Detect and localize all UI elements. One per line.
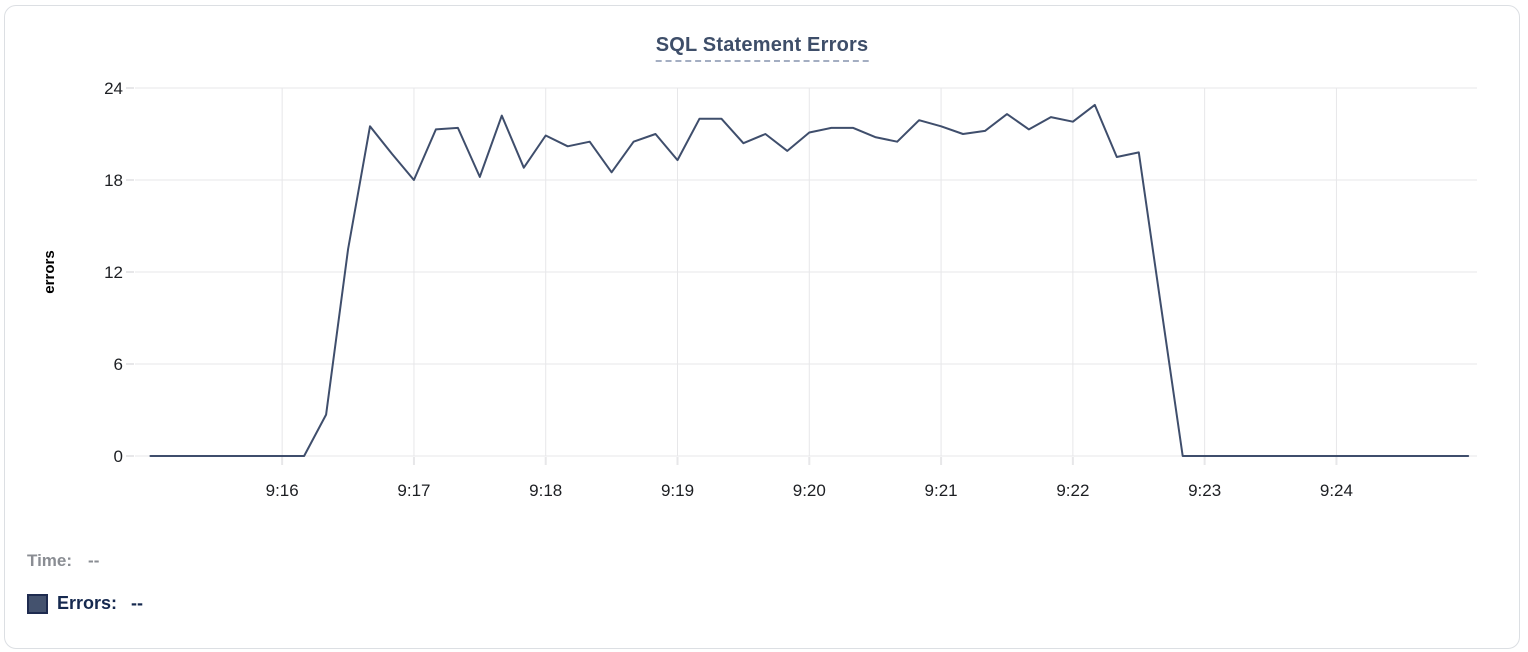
svg-text:9:22: 9:22	[1056, 481, 1089, 500]
svg-text:9:16: 9:16	[266, 481, 299, 500]
svg-text:9:24: 9:24	[1320, 481, 1353, 500]
legend-errors-row[interactable]: Errors: --	[27, 593, 143, 614]
svg-text:0: 0	[114, 447, 123, 466]
legend-errors-label: Errors:	[57, 593, 118, 613]
errors-series-swatch-icon	[27, 593, 48, 614]
svg-text:9:20: 9:20	[793, 481, 826, 500]
svg-text:12: 12	[104, 263, 123, 282]
svg-text:18: 18	[104, 171, 123, 190]
readout-time-value: --	[88, 551, 100, 570]
svg-text:6: 6	[114, 355, 123, 374]
chart-title[interactable]: SQL Statement Errors	[655, 34, 869, 62]
svg-text:errors: errors	[41, 250, 58, 293]
svg-text:9:21: 9:21	[925, 481, 958, 500]
errors-line-chart[interactable]: 0 6 12 18 24 9:16 9:17 9:18 9:19 9:20 9:21 9:22 9:23…	[5, 6, 1528, 511]
svg-text:9:23: 9:23	[1188, 481, 1221, 500]
chart-card: SQL Statement Errors 0 6 12 18 24 9:16 9:17 9:1…	[4, 5, 1520, 649]
readout-time-row: Time: --	[27, 551, 99, 571]
svg-text:24: 24	[104, 79, 123, 98]
svg-text:9:17: 9:17	[397, 481, 430, 500]
svg-text:9:19: 9:19	[661, 481, 694, 500]
readout-errors-value: --	[131, 593, 144, 613]
readout-time-label: Time:	[27, 551, 73, 570]
svg-text:9:18: 9:18	[529, 481, 562, 500]
